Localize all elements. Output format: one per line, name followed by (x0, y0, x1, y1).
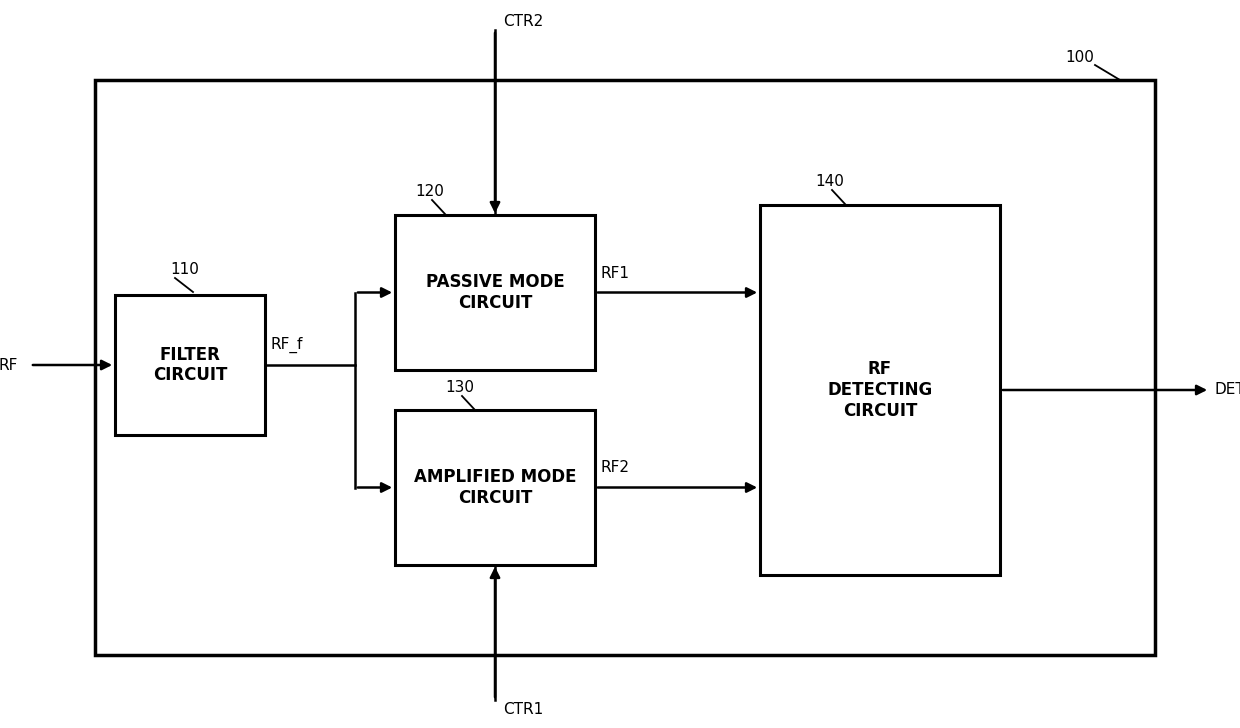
Text: 120: 120 (415, 184, 444, 199)
Text: PASSIVE MODE
CIRCUIT: PASSIVE MODE CIRCUIT (425, 273, 564, 312)
Text: 110: 110 (171, 263, 200, 277)
Bar (95, 80, 1154, 655)
Text: RF: RF (0, 357, 19, 373)
Text: RF
DETECTING
CIRCUIT: RF DETECTING CIRCUIT (827, 360, 932, 420)
Text: CTR2: CTR2 (503, 15, 543, 30)
Text: 140: 140 (816, 175, 844, 189)
Text: DET: DET (1215, 382, 1240, 397)
Bar (760, 205, 999, 575)
Text: RF2: RF2 (600, 461, 629, 475)
Bar (396, 410, 595, 565)
Text: AMPLIFIED MODE
CIRCUIT: AMPLIFIED MODE CIRCUIT (414, 468, 577, 507)
Bar (396, 215, 595, 370)
Bar (115, 295, 265, 435)
Text: 130: 130 (445, 381, 475, 395)
Text: CTR1: CTR1 (503, 703, 543, 718)
Text: RF1: RF1 (600, 266, 629, 280)
Text: 100: 100 (1065, 50, 1095, 66)
Text: FILTER
CIRCUIT: FILTER CIRCUIT (153, 346, 227, 384)
Text: RF_f: RF_f (270, 337, 303, 353)
